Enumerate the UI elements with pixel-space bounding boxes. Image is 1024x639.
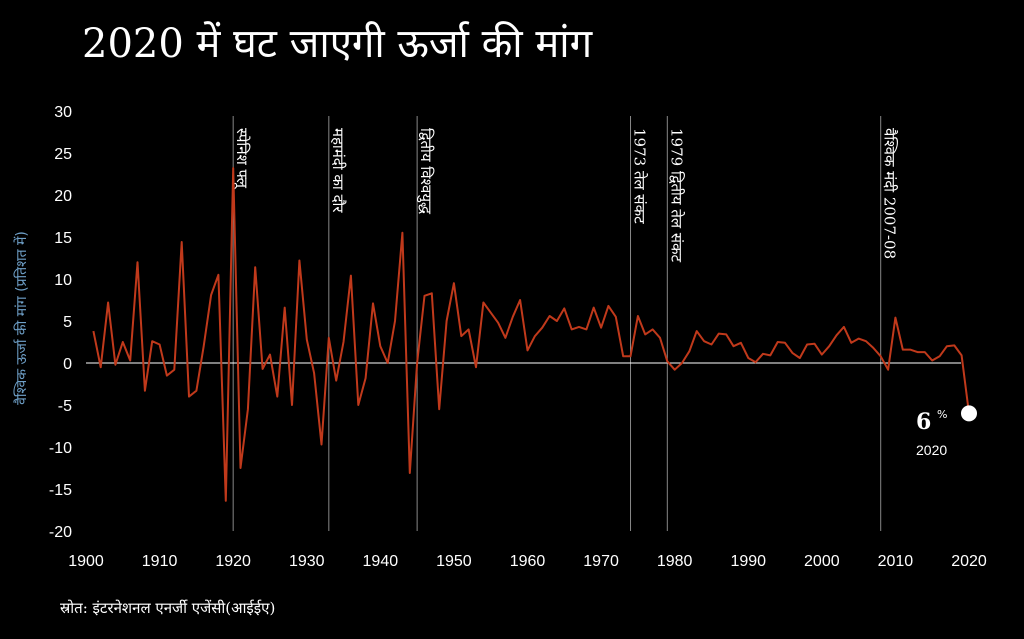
y-tick-label: 15 [54,230,72,247]
event-label: स्पेनिश फ्लू [232,128,251,190]
x-tick-label: 1980 [657,553,693,570]
event-label: 1979 द्वितीय तेल संकट [667,128,685,263]
x-tick-label: 1930 [289,553,325,570]
x-tick-label: 1990 [730,553,766,570]
source-note: स्रोत: इंटरनेशनल एनर्जी एजेंसी(आईईए) [60,599,276,617]
endpoint-marker [961,405,977,422]
x-tick-label: 1920 [215,553,251,570]
x-tick-label: 1970 [583,553,619,570]
y-tick-label: 5 [63,314,72,331]
x-tick-label: 2020 [951,553,987,570]
event-label: द्वितीय विश्वयुद्ध [416,128,435,215]
x-tick-label: 1950 [436,553,472,570]
endpoint-unit: % [937,408,947,421]
y-tick-label: -5 [58,398,72,415]
event-label: 1973 तेल संकट [631,128,649,224]
event-label: महामंदी का दौर [329,128,347,213]
y-tick-label: -10 [49,440,72,457]
y-axis: 30 25 20 15 10 5 0 -5 -10 -15 -20 [49,104,72,541]
y-tick-label: 0 [63,356,72,373]
y-tick-label: 10 [54,272,72,289]
y-tick-label: 30 [54,104,72,121]
x-tick-label: 1900 [68,553,104,570]
y-tick-label: -20 [49,524,72,541]
event-label: वैश्विक मंदी 2007-08 [881,128,899,259]
y-tick-label: 25 [54,146,72,163]
x-tick-label: 2000 [804,553,840,570]
y-tick-label: -15 [49,482,72,499]
chart-title: 2020 में घट जाएगी ऊर्जा की मांग [82,21,593,67]
endpoint-value: 6 [916,409,931,435]
x-tick-label: 2010 [878,553,914,570]
endpoint-year: 2020 [916,442,947,458]
y-axis-label: वैश्विक ऊर्जा की मांग (प्रतिशत में) [13,231,30,405]
x-axis: 1900 1910 1920 1930 1940 1950 1960 1970 1980 1990… [68,553,987,570]
x-tick-label: 1940 [363,553,399,570]
data-line [92,167,970,502]
x-tick-label: 1910 [142,553,178,570]
x-tick-label: 1960 [510,553,546,570]
event-markers: स्पेनिश फ्लू महामंदी का दौर द्वितीय विश्वय… [232,116,899,531]
y-tick-label: 20 [54,188,72,205]
